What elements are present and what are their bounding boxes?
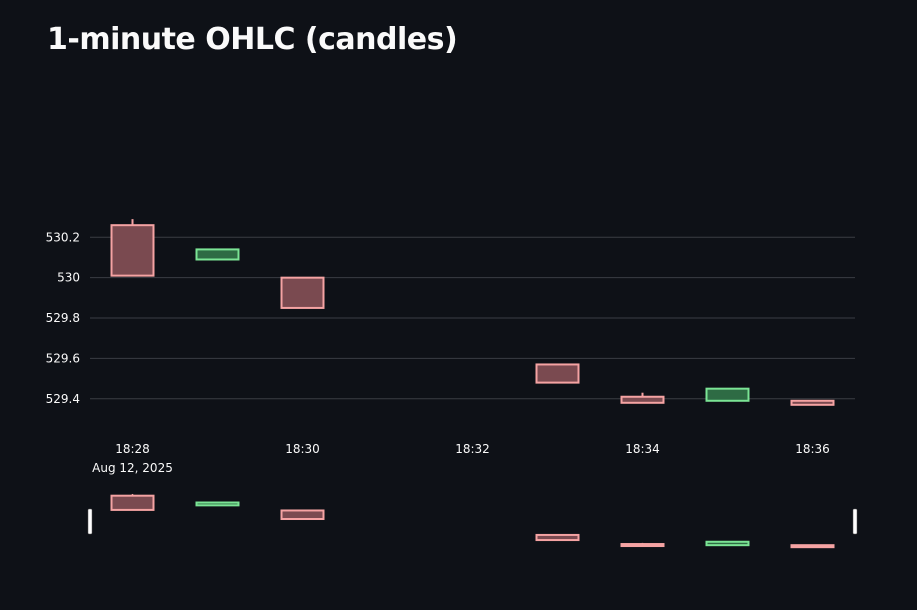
candle-body	[280, 276, 325, 309]
candle-body	[705, 387, 750, 402]
candle[interactable]	[705, 387, 750, 402]
x-tick-label: 18:30	[285, 442, 320, 456]
candle[interactable]	[195, 248, 240, 261]
x-tick-label: 18:34	[625, 442, 660, 456]
slider-candle-body	[705, 540, 750, 547]
y-tick-label: 530.2	[46, 230, 80, 244]
candles[interactable]	[110, 219, 835, 406]
range-slider[interactable]	[87, 493, 858, 549]
slider-candle	[110, 493, 155, 511]
y-axis-ticks: 529.4 529.6 529.8 530 530.2	[46, 230, 80, 405]
slider-candle-body	[790, 544, 835, 549]
candle-body	[620, 395, 665, 404]
range-slider-left-handle[interactable]	[87, 508, 93, 535]
y-tick-label: 529.6	[46, 351, 80, 365]
candle[interactable]	[790, 399, 835, 406]
slider-candle	[280, 509, 325, 521]
candle-body	[195, 248, 240, 261]
slider-candle	[195, 501, 240, 507]
candle[interactable]	[280, 276, 325, 309]
slider-candle-body	[280, 509, 325, 521]
candle-body	[790, 399, 835, 406]
x-tick-label: 18:36	[795, 442, 830, 456]
slider-candle	[620, 542, 665, 548]
x-tick-label: 18:32	[455, 442, 490, 456]
page-title: 1-minute OHLC (candles)	[47, 22, 458, 57]
slider-candle-body	[110, 494, 155, 511]
slider-candle-body	[195, 501, 240, 507]
y-tick-label: 530	[57, 271, 80, 285]
y-tick-label: 529.8	[46, 311, 80, 325]
x-axis-ticks: 18:28 Aug 12, 2025 18:30 18:32 18:34 18:36	[92, 442, 830, 475]
slider-candle	[790, 544, 835, 549]
slider-candle	[705, 540, 750, 547]
range-slider-right-handle[interactable]	[852, 508, 858, 535]
candle-body	[535, 363, 580, 384]
candle[interactable]	[110, 219, 155, 277]
slider-candle-body	[535, 533, 580, 542]
candle[interactable]	[535, 363, 580, 384]
y-tick-label: 529.4	[46, 392, 80, 406]
slider-candle-body	[620, 543, 665, 548]
candle[interactable]	[620, 392, 665, 404]
slider-candle	[535, 533, 580, 542]
grid-lines	[90, 236, 855, 400]
candle-body	[110, 224, 155, 277]
x-tick-label: 18:28	[115, 442, 150, 456]
x-date-label: Aug 12, 2025	[92, 461, 173, 475]
